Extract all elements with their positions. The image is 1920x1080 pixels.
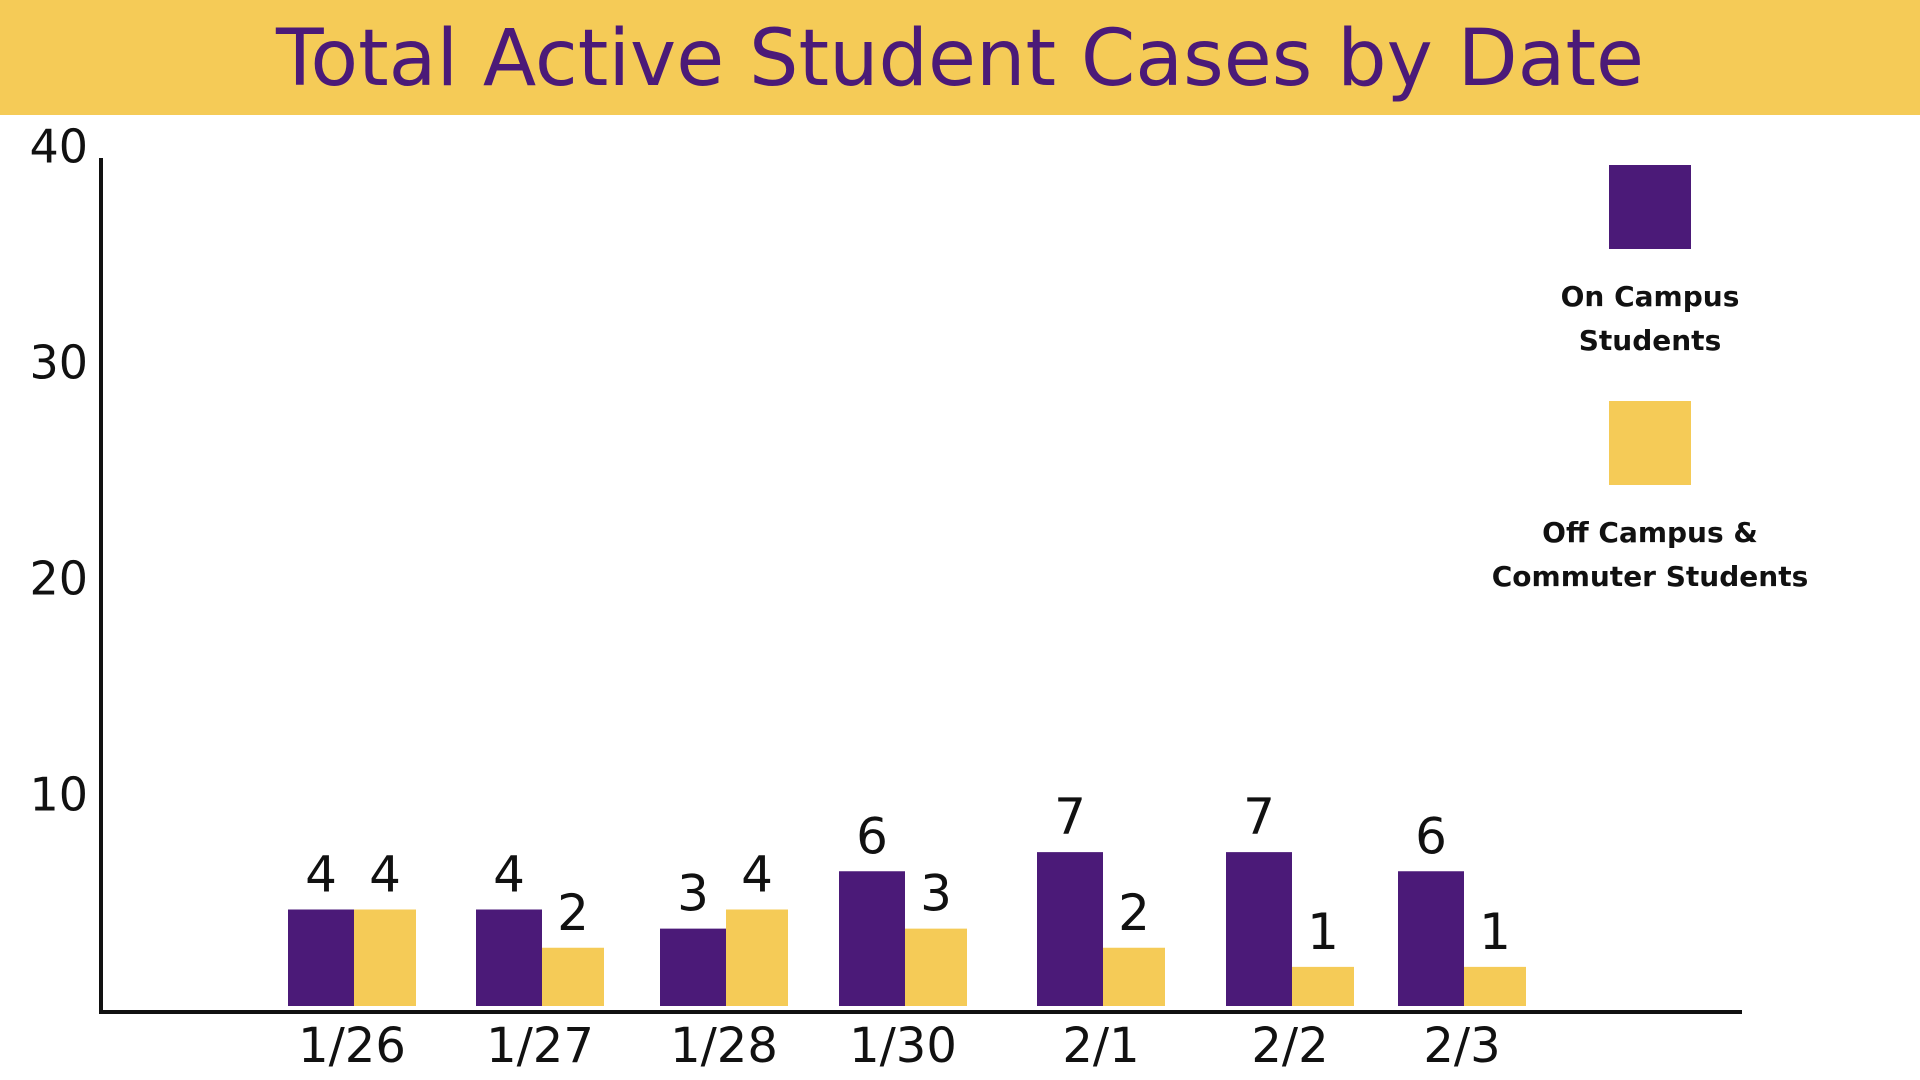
legend-label-on-campus: On Campus Students — [1561, 275, 1740, 363]
bar-on-campus — [1226, 852, 1292, 1006]
legend: On Campus Students Off Campus & Commuter S… — [1470, 165, 1830, 599]
data-label-off-campus: 2 — [1118, 884, 1150, 942]
data-label-on-campus: 3 — [677, 865, 709, 923]
y-tick-label: 30 — [29, 336, 88, 390]
bar-off-campus — [542, 947, 604, 1006]
x-tick-label: 2/2 — [1251, 1018, 1328, 1074]
bar-on-campus — [1037, 852, 1103, 1006]
data-label-off-campus: 4 — [741, 846, 773, 904]
data-label-on-campus: 6 — [856, 807, 888, 865]
data-label-on-campus: 4 — [493, 846, 525, 904]
data-label-off-campus: 4 — [369, 846, 401, 904]
legend-label-line: Off Campus & — [1542, 516, 1758, 549]
data-label-off-campus: 1 — [1479, 903, 1511, 961]
legend-label-line: Students — [1578, 324, 1722, 357]
x-tick-label: 1/27 — [486, 1018, 594, 1074]
data-label-off-campus: 2 — [557, 884, 589, 942]
legend-item-off-campus: Off Campus & Commuter Students — [1470, 401, 1830, 599]
legend-label-line: On Campus — [1560, 280, 1740, 313]
bar-off-campus — [905, 928, 967, 1006]
bar-on-campus — [660, 928, 726, 1006]
y-tick-label: 40 — [29, 120, 88, 174]
title-bar: Total Active Student Cases by Date — [0, 0, 1920, 115]
data-label-off-campus: 3 — [920, 865, 952, 923]
bar-off-campus — [1292, 966, 1354, 1006]
legend-swatch-on-campus — [1609, 165, 1691, 249]
legend-label-off-campus: Off Campus & Commuter Students — [1492, 511, 1809, 599]
x-tick-label: 1/28 — [670, 1018, 778, 1074]
bar-on-campus — [288, 909, 354, 1006]
data-label-on-campus: 6 — [1415, 807, 1447, 865]
bar-off-campus — [726, 909, 788, 1006]
data-label-off-campus: 1 — [1307, 903, 1339, 961]
bar-on-campus — [839, 871, 905, 1006]
chart-title: Total Active Student Cases by Date — [275, 13, 1645, 104]
bar-off-campus — [1103, 947, 1165, 1006]
x-tick-label: 2/3 — [1423, 1018, 1500, 1074]
data-label-on-campus: 7 — [1054, 788, 1086, 846]
legend-label-line: Commuter Students — [1491, 560, 1809, 593]
data-label-on-campus: 7 — [1243, 788, 1275, 846]
legend-item-on-campus: On Campus Students — [1470, 165, 1830, 363]
x-tick-label: 1/30 — [849, 1018, 957, 1074]
y-tick-label: 20 — [29, 552, 88, 606]
legend-swatch-off-campus — [1609, 401, 1691, 485]
bar-off-campus — [354, 909, 416, 1006]
y-tick-label: 10 — [29, 768, 88, 822]
x-tick-label: 2/1 — [1062, 1018, 1139, 1074]
data-label-on-campus: 4 — [305, 846, 337, 904]
x-tick-label: 1/26 — [298, 1018, 406, 1074]
bar-on-campus — [476, 909, 542, 1006]
bar-off-campus — [1464, 966, 1526, 1006]
bar-on-campus — [1398, 871, 1464, 1006]
